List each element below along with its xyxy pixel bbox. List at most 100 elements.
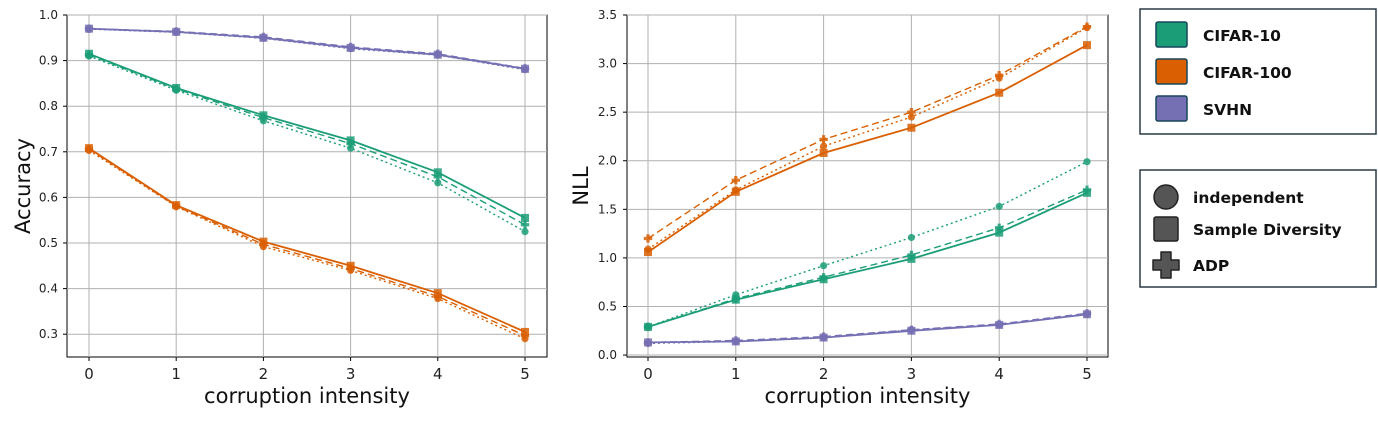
- nll-plot-frame: [626, 14, 1109, 358]
- nll-y-tick-label: 2.0: [598, 154, 617, 168]
- accuracy-cifar-100-sample-diversity-series: [85, 144, 529, 336]
- legend-item-cifar10: CIFAR-10: [1155, 21, 1281, 48]
- dataset-legend: CIFAR-10 CIFAR-100 SVHN: [1139, 8, 1377, 135]
- nll-x-tick-label: 2: [819, 365, 829, 383]
- accuracy-cifar-100-sample-diversity-point: [259, 237, 268, 246]
- nll-cifar-100-independent-line: [647, 26, 1088, 250]
- accuracy-y-tick-label: 0.4: [39, 282, 58, 296]
- nll-cifar-100-independent-point: [907, 113, 916, 121]
- accuracy-cifar-10-sample-diversity-point: [85, 49, 93, 58]
- accuracy-chart: 0.3 0.4 0.5 0.6 0.7 0.8 0.9 1.0 0 1 2 3 4 5 Accuracy…: [11, 8, 548, 408]
- nll-cifar-10-sample-diversity-point: [644, 322, 652, 331]
- nll-svhn-sample-diversity-point: [995, 320, 1004, 329]
- accuracy-cifar-10-adp-series: [84, 50, 530, 229]
- nll-cifar-10-sample-diversity-point: [819, 275, 828, 284]
- nll-svhn-sample-diversity-point: [1083, 310, 1091, 319]
- accuracy-cifar-10-independent-point: [347, 144, 355, 152]
- accuracy-svhn-sample-diversity-series: [85, 24, 529, 73]
- accuracy-x-tick-label: 2: [259, 365, 269, 383]
- method-legend: independent Sample Diversity ADP: [1139, 169, 1377, 288]
- accuracy-svhn-sample-diversity-point: [85, 24, 93, 33]
- accuracy-series: [84, 24, 530, 343]
- accuracy-y-tick-label: 0.6: [39, 190, 58, 204]
- svhn-swatch: [1155, 95, 1188, 122]
- accuracy-cifar-100-sample-diversity-point: [346, 261, 355, 270]
- nll-svhn-sample-diversity-line: [647, 313, 1088, 344]
- accuracy-cifar-10-independent-line: [88, 55, 526, 233]
- accuracy-svhn-sample-diversity-point: [172, 27, 181, 36]
- plus-marker-icon: [1152, 251, 1180, 279]
- nll-cifar-10-sample-diversity-point: [731, 295, 740, 304]
- nll-y-tick-label: 3.0: [598, 57, 617, 71]
- accuracy-y-tick-label: 0.8: [39, 99, 58, 113]
- nll-y-tick-label: 0.0: [598, 348, 617, 362]
- nll-cifar-10-independent-point: [995, 202, 1003, 211]
- circle-marker-icon: [1153, 184, 1179, 210]
- nll-cifar-10-independent-series: [644, 158, 1091, 331]
- nll-cifar-100-sample-diversity-point: [644, 248, 652, 257]
- accuracy-cifar-100-adp-line: [88, 148, 526, 337]
- nll-cifar-100-sample-diversity-point: [731, 187, 740, 196]
- accuracy-svhn-sample-diversity-point: [433, 50, 442, 59]
- nll-x-tick-labels: 0 1 2 3 4 5: [643, 365, 1092, 383]
- nll-y-tick-label: 3.5: [598, 8, 617, 22]
- nll-svhn-sample-diversity-point: [731, 337, 740, 346]
- nll-x-tick-label: 0: [643, 365, 653, 383]
- cifar100-swatch: [1155, 58, 1188, 85]
- nll-svhn-sample-diversity-point: [907, 326, 916, 335]
- accuracy-svhn-sample-diversity-line: [88, 27, 526, 70]
- nll-cifar-10-sample-diversity-line: [647, 191, 1088, 328]
- nll-cifar-100-adp-point: [995, 71, 1004, 80]
- accuracy-x-tick-label: 1: [171, 365, 181, 383]
- legend-item-independent: independent: [1153, 184, 1304, 210]
- accuracy-x-axis-label: corruption intensity: [204, 384, 410, 408]
- nll-svhn-independent-line: [647, 313, 1088, 345]
- svhn-legend-label: SVHN: [1203, 101, 1252, 119]
- square-marker-icon: [1153, 216, 1179, 242]
- accuracy-y-tick-label: 0.7: [39, 145, 58, 159]
- nll-cifar-100-sample-diversity-line: [647, 44, 1088, 253]
- accuracy-svhn-sample-diversity-point: [346, 43, 355, 52]
- accuracy-cifar-100-independent-line: [88, 149, 526, 340]
- nll-y-tick-label: 1.5: [598, 202, 617, 216]
- nll-cifar-100-adp-point: [731, 175, 740, 185]
- accuracy-x-tick-label: 3: [346, 365, 356, 383]
- accuracy-cifar-10-sample-diversity-point: [433, 168, 442, 177]
- nll-cifar-100-adp-point: [643, 234, 653, 243]
- accuracy-cifar-100-independent-series: [85, 146, 529, 343]
- accuracy-cifar-10-independent-point: [521, 228, 529, 236]
- accuracy-svhn-independent-series: [85, 25, 529, 74]
- sample-diversity-legend-label: Sample Diversity: [1193, 221, 1342, 239]
- nll-cifar-10-sample-diversity-point: [995, 228, 1004, 237]
- accuracy-cifar-10-independent-point: [434, 179, 442, 187]
- nll-svhn-sample-diversity-point: [644, 338, 652, 347]
- accuracy-cifar-100-sample-diversity-point: [172, 201, 181, 210]
- accuracy-y-tick-label: 0.5: [39, 236, 58, 250]
- nll-x-tick-label: 1: [731, 365, 741, 383]
- legend-item-cifar100: CIFAR-100: [1155, 58, 1292, 85]
- nll-svhn-sample-diversity-series: [644, 310, 1091, 347]
- nll-y-tick-label: 2.5: [598, 105, 617, 119]
- accuracy-x-tick-labels: 0 1 2 3 4 5: [84, 365, 530, 383]
- accuracy-cifar-10-sample-diversity-line: [88, 52, 526, 219]
- accuracy-cifar-10-sample-diversity-point: [172, 83, 181, 92]
- nll-svhn-sample-diversity-point: [819, 333, 828, 342]
- nll-cifar-10-sample-diversity-series: [644, 188, 1091, 331]
- nll-cifar-10-sample-diversity-point: [907, 254, 916, 263]
- accuracy-y-tick-label: 0.3: [39, 327, 58, 341]
- accuracy-y-axis-label: Accuracy: [11, 138, 35, 234]
- nll-cifar-100-sample-diversity-point: [819, 148, 828, 157]
- accuracy-x-tick-label: 5: [520, 365, 530, 383]
- accuracy-y-tick-labels: 0.3 0.4 0.5 0.6 0.7 0.8 0.9 1.0: [39, 8, 58, 341]
- accuracy-cifar-10-sample-diversity-point: [521, 213, 529, 222]
- nll-cifar-100-independent-series: [644, 24, 1091, 253]
- nll-cifar-10-independent-point: [820, 262, 828, 270]
- accuracy-cifar-10-sample-diversity-series: [85, 49, 529, 222]
- accuracy-cifar-10-sample-diversity-point: [346, 136, 355, 145]
- nll-cifar-10-adp-point: [995, 223, 1004, 232]
- nll-y-axis-label: NLL: [569, 166, 593, 205]
- accuracy-cifar-100-sample-diversity-point: [433, 289, 442, 298]
- nll-x-tick-label: 5: [1082, 365, 1092, 383]
- nll-chart: 0.0 0.5 1.0 1.5 2.0 2.5 3.0 3.5 0 1 2 3 4 5 NLL corr…: [569, 8, 1109, 408]
